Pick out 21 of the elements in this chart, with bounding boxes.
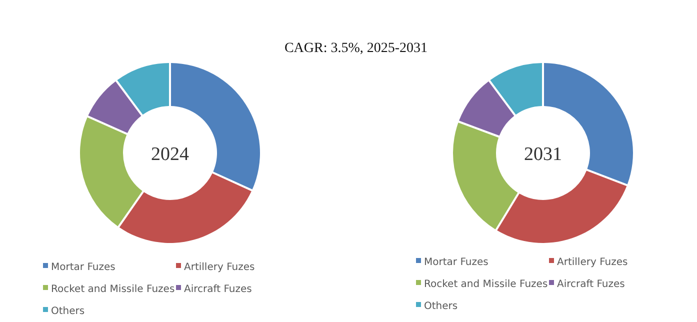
legend-label: Artillery Fuzes	[184, 262, 255, 273]
donut-slice	[80, 117, 142, 226]
legend-label: Rocket and Missile Fuzes	[424, 279, 548, 290]
text: 2031	[524, 144, 562, 165]
legend-label: Others	[424, 301, 458, 312]
legend-label: Rocket and Missile Fuzes	[51, 284, 175, 295]
legend-label: Artillery Fuzes	[557, 257, 628, 268]
legend-label: Mortar Fuzes	[51, 262, 116, 273]
donut-slice	[453, 122, 518, 230]
donut-slice	[497, 170, 627, 243]
text: 2024	[151, 144, 190, 165]
legend-label: Aircraft Fuzes	[557, 279, 625, 290]
legend-label: Mortar Fuzes	[424, 257, 488, 268]
legend-label: Aircraft Fuzes	[184, 284, 252, 295]
text: CAGR: 3.5%, 2025-2031	[284, 41, 428, 56]
donut-slice	[88, 81, 142, 134]
donut-slice	[490, 63, 542, 115]
donut-slice	[119, 173, 252, 243]
donut-slice	[117, 63, 169, 115]
donut-slice	[459, 81, 514, 136]
legend-label: Others	[51, 306, 85, 317]
